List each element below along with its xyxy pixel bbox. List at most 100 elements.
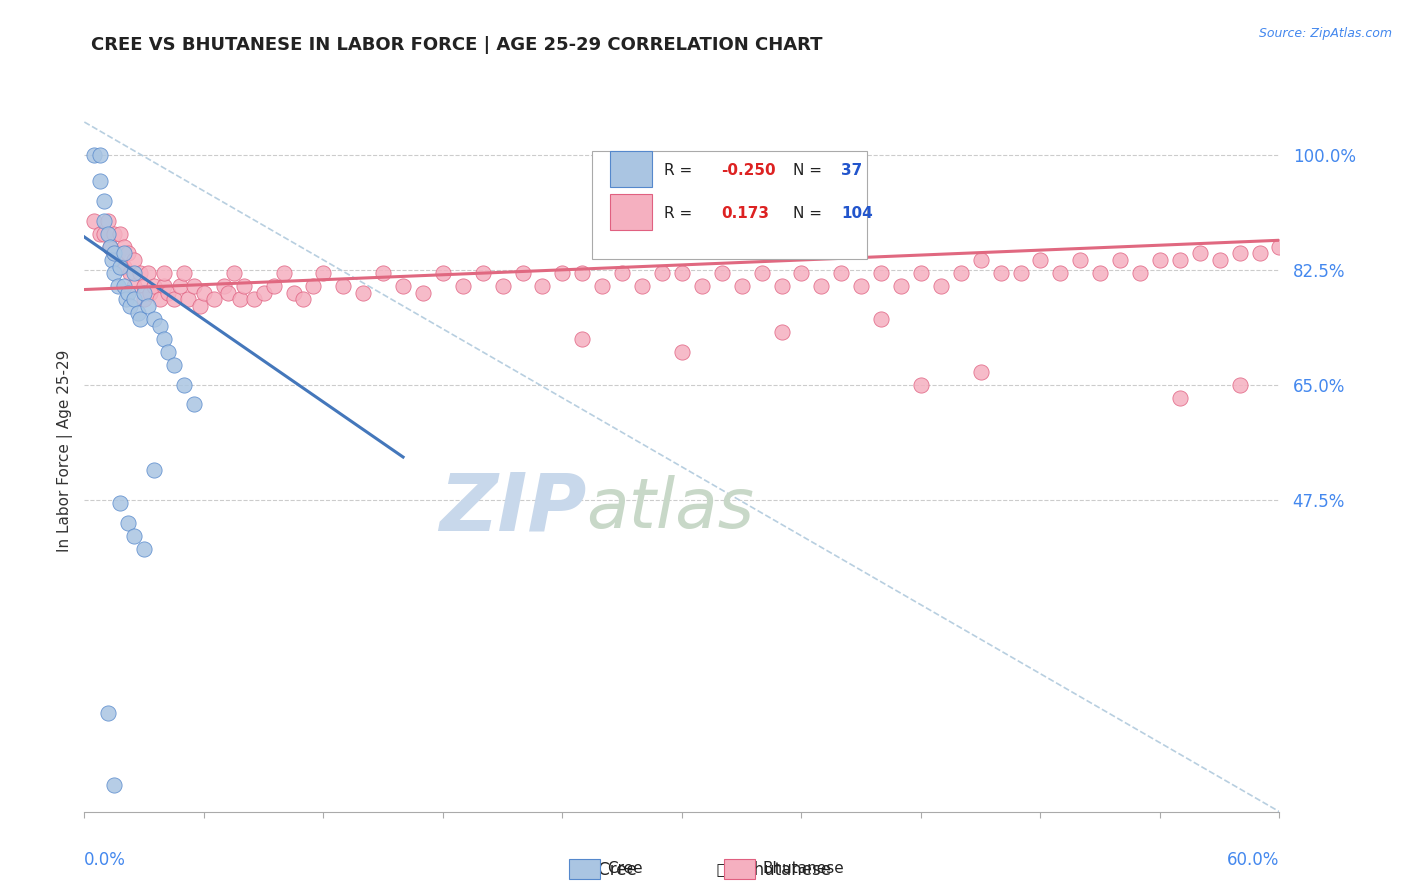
Point xyxy=(751,266,773,280)
Point xyxy=(1149,252,1171,267)
Point xyxy=(212,279,235,293)
Point xyxy=(851,279,873,293)
Point xyxy=(101,252,124,267)
Text: 37: 37 xyxy=(841,162,862,178)
Point xyxy=(242,293,264,307)
Point xyxy=(122,279,145,293)
Point xyxy=(98,240,121,254)
Point xyxy=(451,279,474,293)
Point xyxy=(352,285,374,300)
Point xyxy=(910,266,932,280)
Point xyxy=(373,266,395,280)
Text: □  Cree: □ Cree xyxy=(572,861,637,879)
Point xyxy=(153,266,176,280)
Point xyxy=(202,293,225,307)
Point xyxy=(671,345,693,359)
Point xyxy=(571,332,593,346)
Point xyxy=(1090,266,1112,280)
Point xyxy=(117,285,139,300)
Point xyxy=(273,266,295,280)
Point xyxy=(112,279,135,293)
Point xyxy=(120,266,142,280)
Point xyxy=(1188,246,1211,260)
Point xyxy=(183,279,205,293)
Point xyxy=(870,266,893,280)
Point xyxy=(97,213,120,227)
Point xyxy=(83,213,105,227)
Point xyxy=(153,279,176,293)
Point xyxy=(631,279,654,293)
Point xyxy=(103,227,125,241)
Point xyxy=(132,285,156,300)
Point xyxy=(129,266,152,280)
Point xyxy=(770,325,793,339)
Point xyxy=(143,463,166,477)
Text: N =: N = xyxy=(793,162,823,178)
Point xyxy=(229,293,252,307)
Point xyxy=(531,279,554,293)
Text: Cree: Cree xyxy=(607,862,643,876)
Point xyxy=(870,312,893,326)
Point xyxy=(173,377,195,392)
Point xyxy=(890,279,912,293)
Point xyxy=(169,279,191,293)
Point xyxy=(970,252,993,267)
Point xyxy=(183,397,205,411)
Point xyxy=(302,279,325,293)
Point xyxy=(112,240,135,254)
Point xyxy=(990,266,1012,280)
Point xyxy=(188,299,211,313)
Point xyxy=(143,279,166,293)
Point xyxy=(117,246,139,260)
Point xyxy=(153,332,176,346)
Point xyxy=(591,279,613,293)
Point xyxy=(103,246,125,260)
Point xyxy=(571,266,593,280)
Point xyxy=(432,266,454,280)
Text: 0.0%: 0.0% xyxy=(84,852,127,870)
Point xyxy=(910,377,932,392)
Point xyxy=(1368,246,1391,260)
Point xyxy=(149,318,172,333)
Point xyxy=(120,299,142,313)
Text: -0.250: -0.250 xyxy=(721,162,776,178)
Point xyxy=(98,240,121,254)
Point xyxy=(710,266,733,280)
Text: N =: N = xyxy=(793,206,823,221)
Point xyxy=(193,285,215,300)
Point xyxy=(173,266,195,280)
Point xyxy=(970,365,993,379)
Point xyxy=(253,285,276,300)
Point xyxy=(263,279,285,293)
Text: 104: 104 xyxy=(841,206,873,221)
Point xyxy=(1249,246,1271,260)
Point xyxy=(1168,252,1191,267)
Point xyxy=(770,279,793,293)
Point xyxy=(810,279,832,293)
Point xyxy=(830,266,852,280)
Point xyxy=(412,285,434,300)
Point xyxy=(110,260,132,274)
Point xyxy=(93,213,115,227)
Point xyxy=(283,285,305,300)
Point xyxy=(103,266,125,280)
Point xyxy=(731,279,754,293)
Point xyxy=(107,246,129,260)
Point xyxy=(1209,252,1232,267)
Point xyxy=(471,266,494,280)
Point xyxy=(157,345,180,359)
Point xyxy=(292,293,315,307)
Point xyxy=(110,496,132,510)
Point xyxy=(112,260,135,274)
Point xyxy=(97,227,120,241)
Point xyxy=(115,293,138,307)
Point xyxy=(136,266,159,280)
Point xyxy=(89,227,111,241)
Text: R =: R = xyxy=(664,162,692,178)
Point xyxy=(163,293,186,307)
Point xyxy=(392,279,415,293)
Point xyxy=(139,285,162,300)
Point xyxy=(551,266,574,280)
Point xyxy=(93,227,115,241)
Point xyxy=(112,246,135,260)
